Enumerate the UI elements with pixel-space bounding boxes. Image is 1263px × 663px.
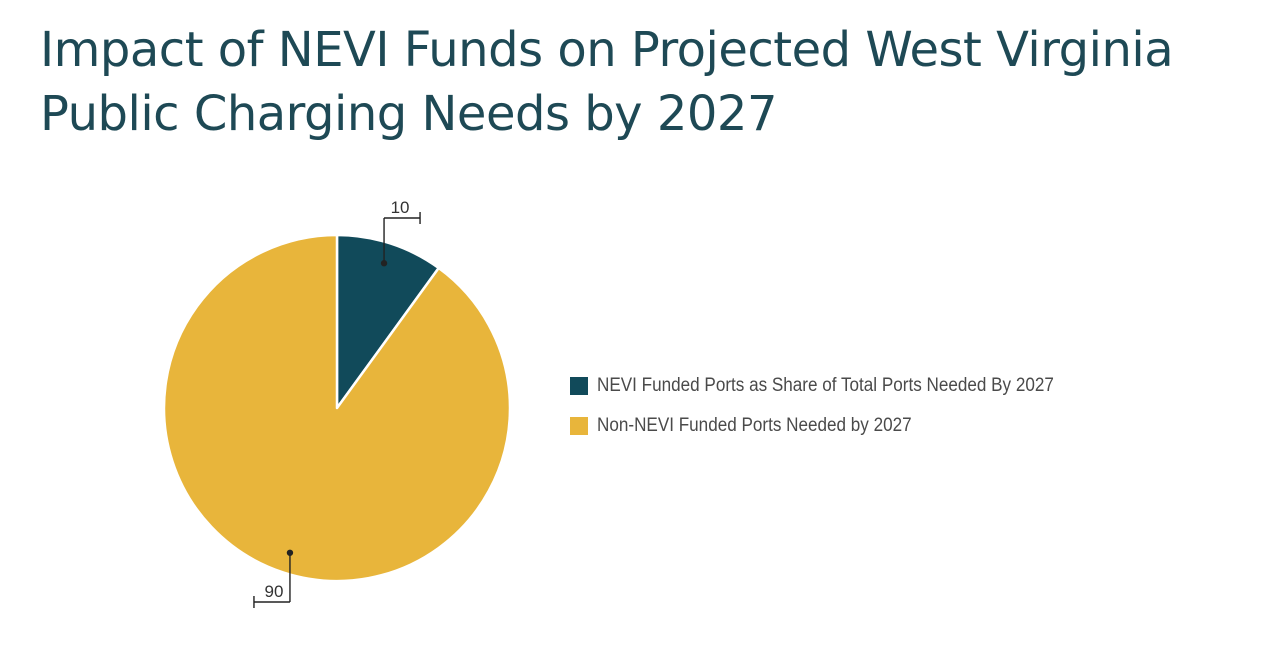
legend-label-non-nevi: Non-NEVI Funded Ports Needed by 2027 bbox=[597, 415, 912, 436]
legend-item-non-nevi: Non-NEVI Funded Ports Needed by 2027 bbox=[570, 406, 1105, 446]
chart-legend: NEVI Funded Ports as Share of Total Port… bbox=[570, 366, 1105, 446]
pie-slice-1 bbox=[162, 233, 512, 583]
legend-swatch-non-nevi bbox=[570, 417, 588, 435]
data-label-0: 10 bbox=[391, 198, 410, 217]
legend-swatch-nevi bbox=[570, 377, 588, 395]
legend-item-nevi: NEVI Funded Ports as Share of Total Port… bbox=[570, 366, 1105, 406]
pie-slice-0 bbox=[335, 233, 440, 410]
page-title-line-2: Public Charging Needs by 2027 bbox=[40, 86, 778, 142]
data-label-1: 90 bbox=[264, 582, 283, 601]
page-title: Impact of NEVI Funds on Projected West V… bbox=[40, 18, 1240, 146]
pie-data-labels: 10 90 bbox=[253, 198, 421, 608]
legend-label-nevi: NEVI Funded Ports as Share of Total Port… bbox=[597, 375, 1054, 396]
pie-slices bbox=[162, 233, 512, 583]
page-title-line-1: Impact of NEVI Funds on Projected West V… bbox=[40, 22, 1174, 78]
